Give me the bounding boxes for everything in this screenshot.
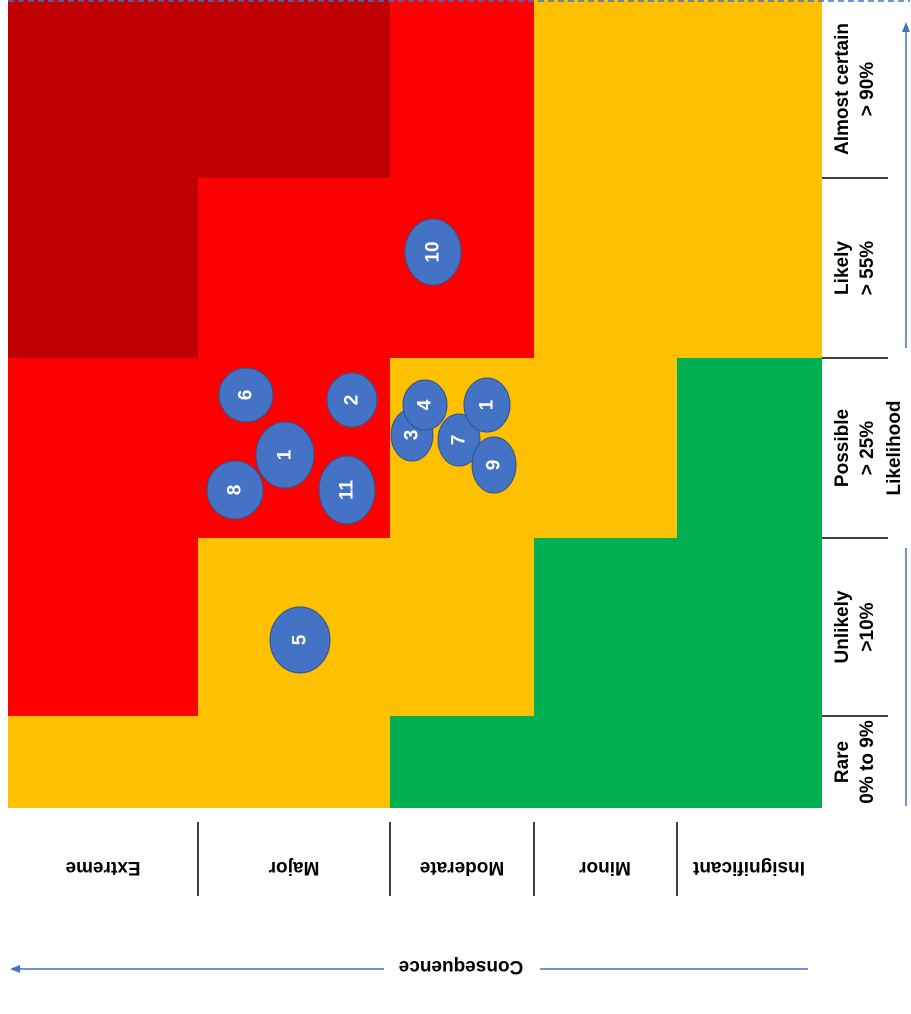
zone-extreme bbox=[8, 0, 390, 178]
zone-low bbox=[534, 538, 822, 716]
risk-bubble-label: 1 bbox=[477, 399, 498, 410]
risk-bubble-label: 5 bbox=[290, 634, 311, 645]
risk-bubble-label: 10 bbox=[423, 241, 444, 262]
zone-low bbox=[390, 716, 822, 808]
risk-bubble: 1 bbox=[463, 377, 511, 433]
zone-high bbox=[8, 538, 198, 716]
likelihood-range: >10% bbox=[857, 602, 878, 651]
zone-low bbox=[677, 358, 822, 538]
risk-bubble: 7 bbox=[437, 413, 481, 467]
likelihood-range: 0% to 9% bbox=[857, 720, 878, 804]
risk-bubble: 4 bbox=[402, 379, 448, 431]
risk-bubble-label: 1 bbox=[275, 449, 296, 460]
risk-bubble-label: 3 bbox=[402, 430, 423, 441]
consequence-label: Moderate bbox=[420, 857, 504, 878]
likelihood-label: Almost certain bbox=[832, 23, 853, 155]
consequence-arrow bbox=[10, 965, 808, 973]
likelihood-range: > 55% bbox=[857, 241, 878, 296]
risk-bubble: 10 bbox=[404, 218, 462, 286]
likelihood-arrow bbox=[902, 22, 910, 806]
risk-zones bbox=[8, 0, 822, 808]
likelihood-dividers bbox=[822, 177, 888, 717]
zone-high bbox=[390, 0, 534, 178]
risk-bubble-label: 6 bbox=[236, 390, 257, 401]
risk-bubble-label: 2 bbox=[342, 395, 363, 406]
zone-high bbox=[198, 178, 534, 358]
zone-extreme bbox=[8, 178, 198, 358]
consequence-axis-title: Consequence bbox=[399, 956, 524, 977]
risk-bubble: 1 bbox=[255, 421, 315, 489]
likelihood-range: > 90% bbox=[857, 62, 878, 117]
consequence-label: Major bbox=[268, 857, 319, 878]
consequence-label: Insignificant bbox=[692, 857, 805, 878]
likelihood-range: > 25% bbox=[857, 421, 878, 476]
consequence-label: Extreme bbox=[66, 857, 141, 878]
likelihood-label: Likely bbox=[832, 241, 853, 295]
likelihood-labels: Rare 0% to 9% Unlikely >10% Possible > 25% Lik… bbox=[832, 23, 878, 804]
risk-bubble-label: 4 bbox=[415, 399, 436, 410]
risk-bubble: 6 bbox=[218, 367, 274, 423]
risk-bubble-label: 8 bbox=[225, 485, 246, 496]
risk-bubble: 2 bbox=[326, 372, 378, 428]
risk-bubble-label: 9 bbox=[484, 460, 505, 471]
likelihood-label: Unlikely bbox=[832, 590, 853, 663]
consequence-label: Minor bbox=[579, 857, 631, 878]
consequence-labels: Extreme Major Moderate Minor Insignificant bbox=[66, 857, 805, 878]
likelihood-label: Possible bbox=[832, 409, 853, 487]
likelihood-axis-title: Likelihood bbox=[884, 401, 905, 496]
risk-bubble-label: 11 bbox=[337, 480, 358, 501]
risk-bubble-label: 7 bbox=[449, 435, 470, 446]
consequence-dividers bbox=[197, 822, 678, 896]
risk-bubble: 11 bbox=[318, 455, 376, 525]
likelihood-label: Rare bbox=[832, 741, 853, 783]
risk-bubble: 9 bbox=[471, 436, 517, 494]
risk-bubble: 5 bbox=[269, 606, 331, 674]
risk-bubble: 8 bbox=[206, 460, 264, 520]
